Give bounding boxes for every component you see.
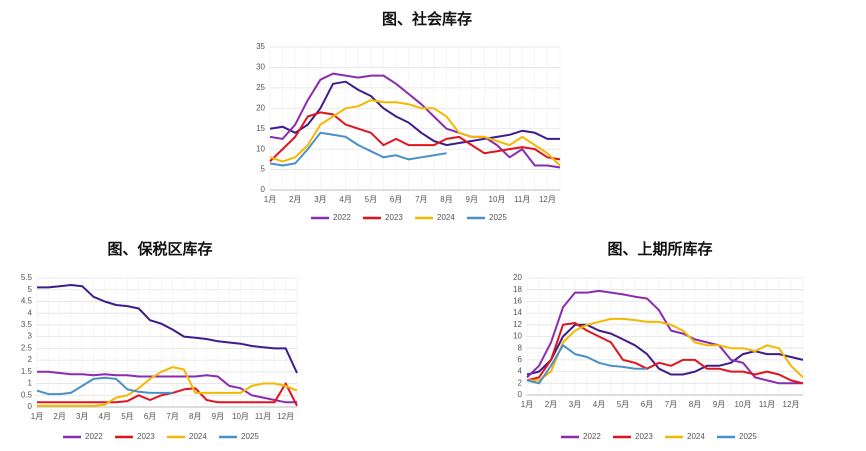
y-tick-label: 10	[256, 144, 265, 153]
y-tick-label: 10	[513, 332, 522, 341]
y-tick-label: 35	[256, 42, 265, 51]
y-tick-label: 4.5	[21, 297, 33, 306]
x-tick-label: 8月	[189, 412, 201, 421]
x-tick-label: 1月	[521, 400, 533, 409]
x-tick-label: 12月	[277, 412, 294, 421]
x-tick-label: 4月	[99, 412, 111, 421]
series-line	[37, 370, 297, 404]
x-tick-label: 3月	[569, 400, 581, 409]
y-tick-label: 0	[518, 390, 523, 399]
x-tick-label: 5月	[365, 195, 377, 204]
y-tick-label: 3.5	[21, 320, 33, 329]
y-tick-label: 0	[28, 402, 33, 411]
series-line	[526, 289, 803, 385]
y-tick-label: 20	[256, 103, 265, 112]
y-tick-label: 16	[513, 297, 522, 306]
y-tick-label: 5	[28, 285, 33, 294]
y-tick-label: 2.5	[21, 343, 33, 352]
x-tick-label: 11月	[255, 412, 271, 421]
y-tick-label: 8	[518, 343, 523, 352]
x-tick-label: 12月	[539, 195, 556, 204]
legend-label: 2024	[437, 213, 455, 222]
y-tick-label: 12	[513, 320, 522, 329]
legend-label: 2022	[583, 432, 601, 441]
x-tick-label: 11月	[759, 400, 775, 409]
series-line	[269, 131, 447, 167]
y-tick-label: 2	[28, 355, 33, 364]
y-tick-label: 0	[261, 185, 266, 194]
x-tick-label: 3月	[314, 195, 326, 204]
series-line	[269, 111, 561, 163]
chart-title: 图、社会库存	[382, 10, 472, 28]
legend-label: 2023	[385, 213, 403, 222]
y-tick-label: 6	[518, 355, 523, 364]
x-tick-label: 2月	[53, 412, 65, 421]
series-line	[526, 322, 804, 385]
x-tick-label: 4月	[339, 195, 351, 204]
x-tick-label: 4月	[593, 400, 605, 409]
x-tick-label: 6月	[641, 400, 653, 409]
x-tick-label: 9月	[212, 412, 224, 421]
x-tick-label: 1月	[31, 412, 43, 421]
x-tick-label: 7月	[415, 195, 427, 204]
legend-label: 2022	[333, 213, 351, 222]
y-tick-label: 0.5	[21, 390, 33, 399]
legend-label: 2023	[137, 432, 155, 441]
legend-label: 2022	[85, 432, 103, 441]
series-line	[37, 382, 298, 407]
y-tick-label: 18	[513, 285, 522, 294]
chart-title: 图、上期所库存	[607, 240, 712, 258]
x-tick-label: 2月	[545, 400, 557, 409]
y-tick-label: 4	[28, 308, 33, 317]
y-tick-label: 2	[518, 378, 523, 387]
x-tick-label: 9月	[466, 195, 478, 204]
series-line	[527, 317, 804, 382]
x-tick-label: 8月	[440, 195, 452, 204]
series-line	[526, 323, 804, 376]
chart-title: 图、保税区库存	[107, 240, 212, 258]
x-tick-label: 9月	[713, 400, 725, 409]
legend-label: 2025	[241, 432, 259, 441]
x-tick-label: 7月	[665, 400, 677, 409]
x-tick-label: 11月	[514, 195, 530, 204]
y-tick-label: 20	[513, 273, 522, 282]
x-tick-label: 3月	[76, 412, 88, 421]
series-line	[37, 284, 298, 374]
y-tick-label: 14	[513, 308, 522, 317]
y-tick-label: 15	[256, 124, 265, 133]
series-line	[269, 80, 560, 147]
series-line	[37, 366, 298, 407]
x-tick-label: 10月	[735, 400, 752, 409]
y-tick-label: 3	[28, 332, 33, 341]
y-tick-label: 4	[518, 367, 523, 376]
y-tick-label: 25	[256, 83, 265, 92]
y-tick-label: 1.5	[21, 367, 33, 376]
x-tick-label: 7月	[166, 412, 178, 421]
x-tick-label: 12月	[783, 400, 800, 409]
legend-label: 2023	[635, 432, 653, 441]
legend-label: 2025	[739, 432, 757, 441]
x-tick-label: 5月	[617, 400, 629, 409]
legend-label: 2025	[489, 213, 507, 222]
y-tick-label: 30	[256, 63, 265, 72]
x-tick-label: 5月	[121, 412, 133, 421]
x-tick-label: 2月	[289, 195, 301, 204]
x-tick-label: 10月	[232, 412, 249, 421]
legend-label: 2024	[189, 432, 207, 441]
series-line	[269, 99, 561, 167]
x-tick-label: 6月	[144, 412, 156, 421]
x-tick-label: 1月	[264, 195, 276, 204]
y-tick-label: 5.5	[21, 273, 33, 282]
legend-label: 2024	[687, 432, 705, 441]
series-line	[269, 72, 561, 169]
series-line	[36, 376, 173, 396]
x-tick-label: 8月	[689, 400, 701, 409]
x-tick-label: 10月	[489, 195, 506, 204]
x-tick-label: 6月	[390, 195, 402, 204]
y-tick-label: 1	[28, 379, 33, 388]
series-line	[526, 344, 647, 385]
y-tick-label: 5	[261, 165, 266, 174]
